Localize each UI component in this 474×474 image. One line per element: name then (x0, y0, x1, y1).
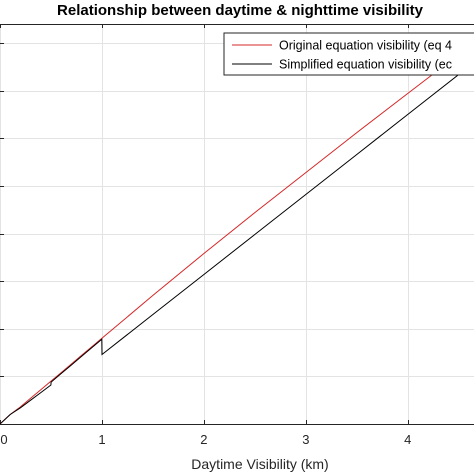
x-tick-label: 3 (302, 432, 309, 447)
legend-label-simplified: Simplified equation visibility (ec (279, 58, 452, 72)
x-axis-label: Daytime Visibility (km) (191, 456, 328, 472)
legend: Original equation visibility (eq 4 Simpl… (223, 32, 474, 76)
legend-label-original: Original equation visibility (eq 4 (279, 39, 452, 53)
x-tick-label: 4 (404, 432, 411, 447)
series-line-original (0, 42, 474, 425)
x-tick-label: 1 (98, 432, 105, 447)
x-tick-label: 0 (0, 432, 7, 447)
legend-box (223, 32, 474, 76)
series-line-simplified (0, 45, 474, 425)
chart-title: Relationship between daytime & nighttime… (57, 2, 424, 19)
plot-area: 0 1 2 3 4 (0, 24, 474, 447)
x-tick-label: 2 (200, 432, 207, 447)
